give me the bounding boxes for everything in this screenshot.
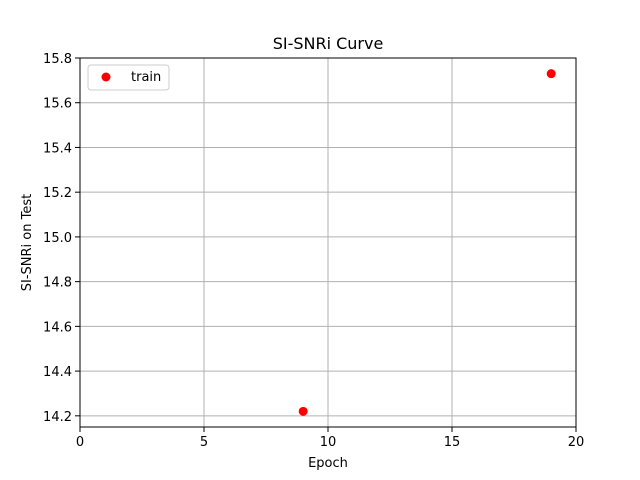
y-tick-label: 15.8 bbox=[43, 52, 72, 67]
x-tick-label: 15 bbox=[444, 435, 461, 450]
x-tick-label: 10 bbox=[320, 435, 337, 450]
axis-ticks: 0 5 10 15 20 14.2 14.4 14.6 14.8 15.0 15.2 15.4 15.6… bbox=[43, 52, 584, 450]
y-tick-label: 15.6 bbox=[43, 97, 72, 112]
legend-marker-train bbox=[101, 72, 111, 82]
legend: train bbox=[87, 64, 170, 91]
data-point-train-1 bbox=[546, 69, 556, 79]
y-tick-label: 14.8 bbox=[43, 276, 72, 291]
legend-box bbox=[87, 64, 170, 91]
x-tick-label: 5 bbox=[200, 435, 208, 450]
x-axis-label: Epoch bbox=[308, 456, 348, 471]
chart-title: SI-SNRi Curve bbox=[273, 34, 384, 53]
y-tick-label: 14.2 bbox=[43, 410, 72, 425]
y-axis-label: SI-SNRi on Test bbox=[20, 194, 35, 291]
x-tick-label: 20 bbox=[568, 435, 585, 450]
y-tick-label: 15.4 bbox=[43, 141, 72, 156]
y-tick-label: 15.0 bbox=[43, 231, 72, 246]
x-tick-label: 0 bbox=[76, 435, 84, 450]
data-points bbox=[298, 69, 556, 416]
y-tick-label: 14.6 bbox=[43, 320, 72, 335]
data-point-train-0 bbox=[298, 406, 308, 416]
y-tick-label: 15.2 bbox=[43, 186, 72, 201]
legend-label-train: train bbox=[131, 70, 161, 85]
y-tick-label: 14.4 bbox=[43, 365, 72, 380]
